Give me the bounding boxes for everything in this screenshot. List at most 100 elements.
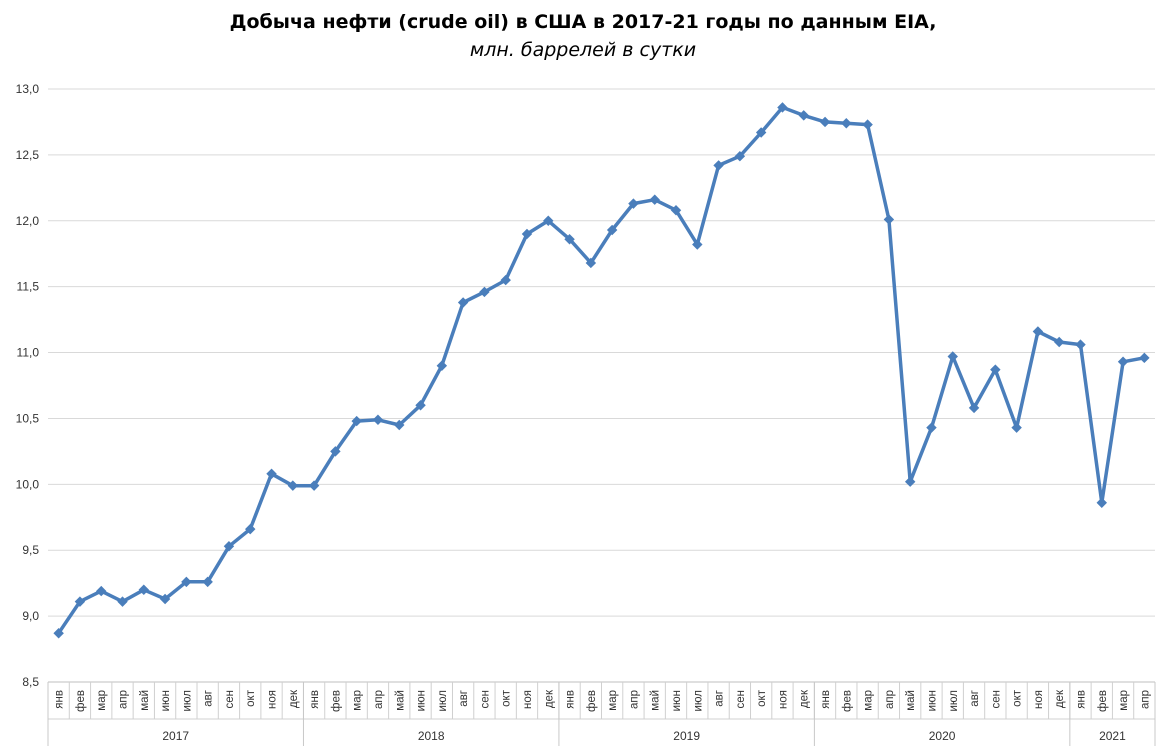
x-tick-label: фев (330, 690, 342, 712)
gridlines (48, 88, 1155, 617)
year-label: 2020 (929, 729, 956, 743)
x-tick-label: фев (586, 690, 598, 712)
x-tick-label: авг (458, 690, 470, 707)
year-label: 2021 (1099, 729, 1126, 743)
data-point (734, 150, 746, 162)
x-tick-label: ноя (1033, 690, 1045, 709)
data-point (521, 228, 533, 240)
data-point (330, 446, 341, 457)
data-point (713, 160, 724, 171)
x-tick-label: май (650, 690, 662, 711)
x-tick-label: фев (841, 690, 853, 712)
data-point (670, 205, 682, 216)
x-tick-label: сен (990, 690, 1002, 709)
y-tick-label: 8,5 (22, 675, 39, 689)
x-tick-label: июл (437, 690, 449, 712)
data-point (926, 422, 937, 433)
data-point (947, 351, 958, 362)
year-label: 2017 (162, 729, 189, 743)
x-tick-label: мар (352, 690, 364, 711)
data-point (159, 593, 171, 605)
x-tick-label: окт (245, 689, 257, 707)
data-point (372, 414, 384, 425)
data-point (990, 364, 1001, 375)
y-tick-label: 9,5 (22, 543, 39, 557)
x-tick-label: ноя (267, 690, 279, 709)
x-tick-label: дек (543, 689, 555, 708)
x-tick-label: апр (118, 690, 130, 709)
data-point (564, 234, 575, 245)
x-tick-label: авг (969, 690, 981, 707)
data-point (606, 224, 618, 236)
y-tick-label: 9,0 (22, 609, 39, 623)
x-tick-label: июл (692, 690, 704, 712)
x-tick-label: июн (926, 690, 938, 711)
x-tick-label: май (139, 690, 151, 711)
data-point (649, 194, 660, 205)
data-point (266, 468, 277, 480)
data-point (798, 110, 809, 121)
data-point (415, 400, 426, 411)
data-point (883, 214, 895, 225)
data-point (1075, 339, 1086, 350)
data-point (904, 476, 916, 487)
y-axis: 8,5 9,0 9,5 10,0 10,5 11,0 11,5 12,0 12,5 13,0 (16, 82, 40, 689)
y-tick-label: 12,5 (16, 148, 40, 162)
data-point (479, 286, 490, 298)
data-point (181, 576, 192, 588)
data-point (1096, 497, 1108, 509)
year-label: 2018 (418, 729, 445, 743)
x-tick-label: мар (863, 690, 875, 711)
data-point (968, 402, 980, 414)
x-tick-label: апр (628, 690, 640, 709)
data-point (841, 118, 852, 129)
y-tick-label: 11,5 (17, 280, 40, 294)
data-point (202, 576, 213, 588)
x-tick-label: авг (203, 690, 215, 707)
x-tick-label: янв (54, 690, 66, 709)
data-point (138, 584, 150, 595)
x-tick-label: июн (671, 690, 683, 711)
x-tick-label: июн (160, 690, 172, 711)
x-tick-label: июн (416, 690, 428, 711)
data-point (95, 585, 107, 597)
data-point (500, 274, 511, 286)
chart-title: Добыча нефти (crude oil) в США в 2017-21… (229, 11, 937, 33)
data-point (585, 257, 597, 269)
x-tick-label: окт (1012, 689, 1024, 707)
data-point (394, 419, 405, 431)
x-tick-label: окт (501, 689, 513, 707)
x-tick-label: мар (607, 690, 619, 711)
x-tick-label: апр (373, 690, 385, 709)
x-tick-label: дек (1054, 689, 1066, 708)
x-tick-label: фев (75, 690, 87, 712)
data-point (308, 480, 320, 491)
x-tick-label: апр (1139, 690, 1151, 709)
x-tick-label: сен (224, 690, 236, 709)
data-point (117, 596, 128, 607)
data-point (755, 127, 767, 138)
x-tick-label: авг (714, 690, 726, 707)
data-point (862, 119, 873, 130)
data-point (53, 628, 64, 639)
data-point (1053, 336, 1065, 348)
chart-subtitle: млн. баррелей в сутки (469, 39, 697, 61)
x-tick-label: янв (1075, 690, 1087, 709)
data-point (223, 541, 235, 552)
x-tick-label: янв (565, 690, 577, 709)
data-point (628, 198, 639, 209)
data-point (1117, 356, 1129, 368)
x-tick-label: дек (799, 689, 811, 708)
y-tick-label: 10,5 (16, 411, 40, 425)
x-tick-label: ноя (777, 690, 789, 709)
chart-title-block: Добыча нефти (crude oil) в США в 2017-21… (0, 8, 1166, 64)
data-point (74, 596, 86, 607)
x-tick-label: янв (309, 690, 321, 709)
data-point (692, 239, 703, 250)
x-tick-label: апр (884, 690, 896, 709)
data-point (436, 360, 448, 371)
data-point (777, 102, 788, 113)
y-tick-label: 13,0 (16, 82, 40, 96)
x-tick-label: июл (181, 690, 193, 712)
